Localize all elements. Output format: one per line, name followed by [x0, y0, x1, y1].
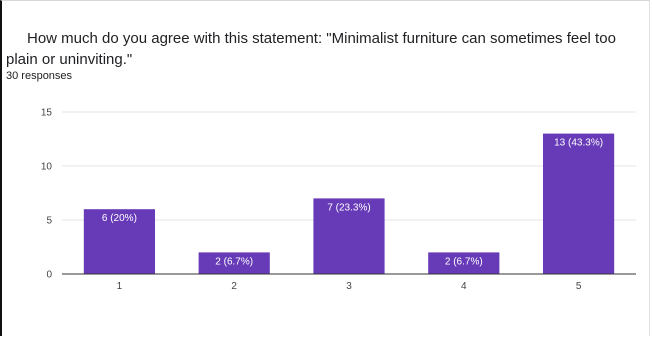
bar: [543, 133, 615, 274]
response-count: 30 responses: [6, 70, 73, 82]
y-tick-label: 10: [41, 162, 53, 173]
bar-data-label: 2 (6.7%): [215, 256, 253, 267]
x-tick-label: 1: [117, 281, 123, 292]
bar: [313, 198, 385, 274]
y-tick-label: 5: [46, 216, 52, 227]
bar-data-label: 2 (6.7%): [445, 256, 483, 267]
y-tick-label: 15: [41, 108, 53, 119]
bar: [83, 209, 155, 274]
x-tick-label: 4: [461, 281, 467, 292]
bar-data-label: 6 (20%): [102, 213, 137, 224]
x-tick-label: 5: [576, 281, 582, 292]
x-tick-label: 3: [346, 281, 352, 292]
bar: [428, 252, 500, 274]
bar-data-label: 13 (43.3%): [554, 138, 603, 149]
question-title: How much do you agree with this statemen…: [6, 30, 616, 68]
bar: [198, 252, 270, 274]
y-tick-label: 0: [46, 270, 52, 281]
bar-data-label: 7 (23.3%): [327, 202, 370, 213]
x-tick-label: 2: [231, 281, 237, 292]
